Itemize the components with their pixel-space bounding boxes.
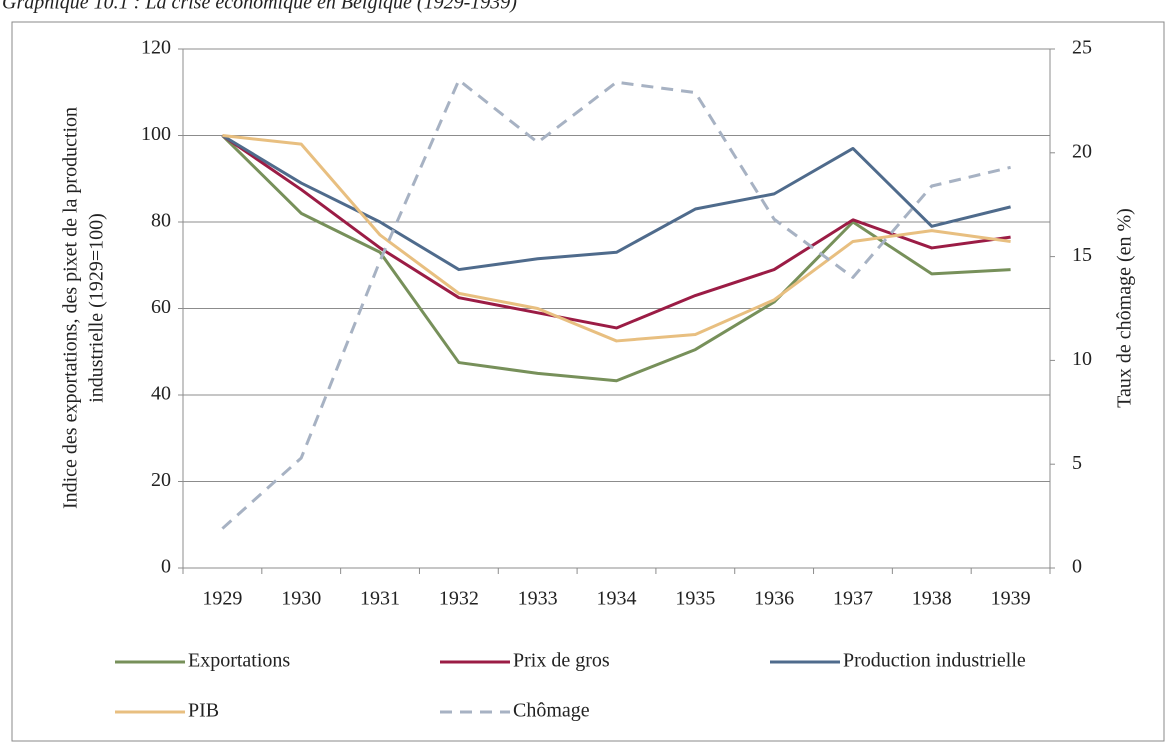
- series-line: [221, 134, 1011, 383]
- legend-label: Chômage: [513, 700, 590, 722]
- y-tick-label: 120: [141, 37, 171, 59]
- chart-title: Graphique 10.1 : La crise économique en …: [2, 0, 517, 14]
- y2-axis-label: Taux de chômage (en %): [1114, 208, 1136, 408]
- x-tick-label: 1931: [360, 588, 400, 610]
- y2-tick-label: 10: [1072, 348, 1092, 370]
- y2-tick-label: 0: [1072, 556, 1082, 578]
- y-axis-label: industrielle (1929=100): [86, 213, 108, 403]
- y-tick-label: 80: [151, 210, 171, 232]
- y-tick-label: 40: [151, 383, 171, 405]
- legend-label: Production industrielle: [843, 650, 1026, 672]
- y-axis-label: Indice des exportations, des pixet de la…: [60, 107, 82, 509]
- legend-label: PIB: [188, 700, 219, 722]
- chart-frame: [11, 21, 1165, 742]
- y-tick-label: 20: [151, 469, 171, 491]
- x-tick-label: 1938: [912, 588, 952, 610]
- y-tick-label: 100: [141, 123, 171, 145]
- x-tick-label: 1934: [597, 588, 637, 610]
- x-tick-label: 1935: [675, 588, 715, 610]
- x-tick-label: 1930: [281, 588, 321, 610]
- y-tick-label: 60: [151, 296, 171, 318]
- series-line: [221, 134, 1011, 330]
- y2-tick-label: 25: [1072, 37, 1092, 59]
- x-tick-label: 1939: [991, 588, 1031, 610]
- series-line: [222, 134, 1011, 343]
- y2-tick-label: 20: [1072, 140, 1092, 162]
- y2-tick-label: 5: [1072, 452, 1082, 474]
- x-tick-label: 1936: [754, 588, 794, 610]
- x-tick-label: 1933: [518, 588, 558, 610]
- series-line: [221, 78, 1011, 530]
- x-tick-label: 1929: [202, 588, 242, 610]
- series-line: [221, 134, 1011, 272]
- x-tick-label: 1937: [833, 588, 873, 610]
- legend-label: Exportations: [188, 650, 290, 672]
- x-tick-label: 1932: [439, 588, 479, 610]
- y-tick-label: 0: [161, 556, 171, 578]
- y2-tick-label: 15: [1072, 244, 1092, 266]
- legend-label: Prix de gros: [513, 650, 610, 672]
